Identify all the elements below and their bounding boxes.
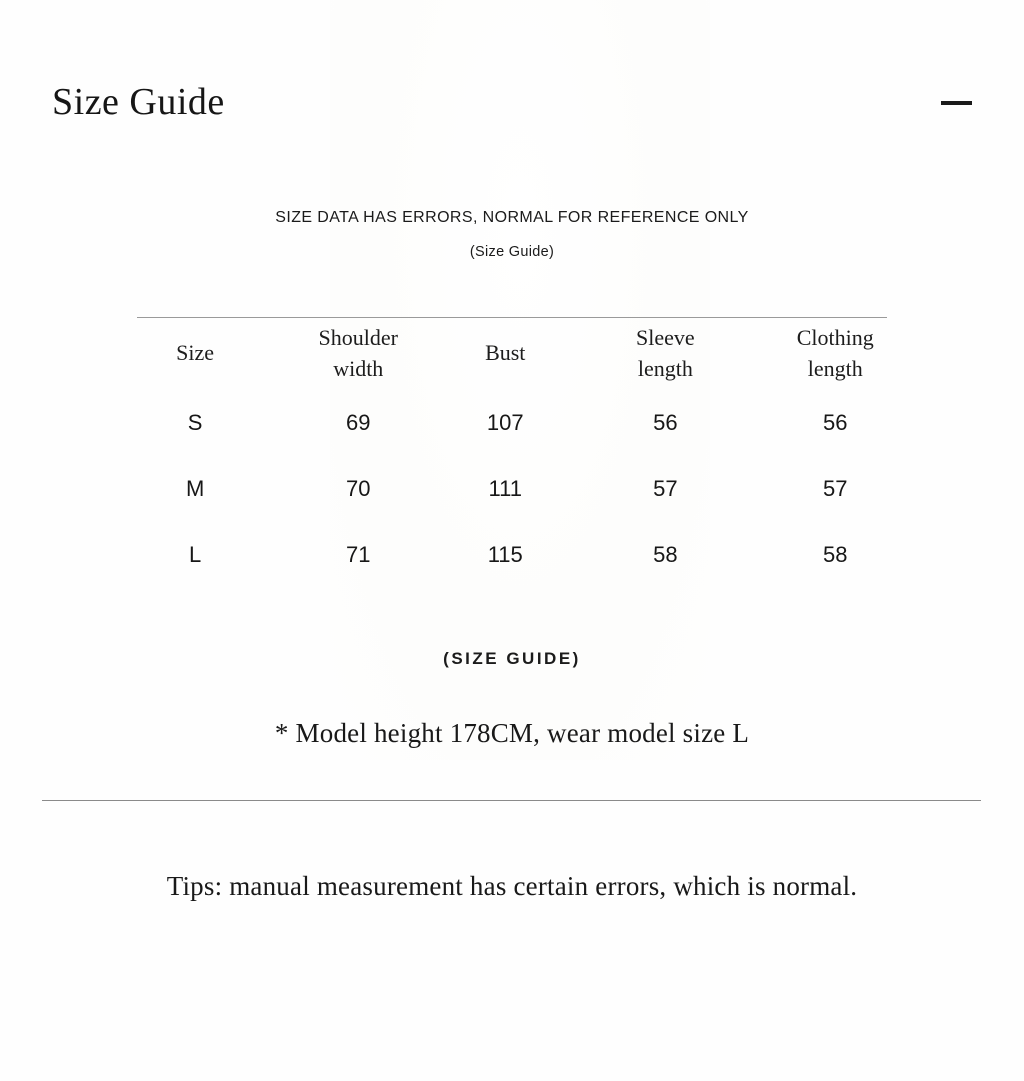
size-guide-caption: (SIZE GUIDE) [443,649,581,668]
column-header-bust: Bust [485,340,526,366]
size-notice-subtext: (Size Guide) [469,244,555,260]
size-table: Size Shoulder width Bust Sleeve length C… [137,317,887,588]
minus-icon [941,100,972,105]
cell-shoulder-width: 69 [346,409,371,435]
size-notice-text: SIZE DATA HAS ERRORS, NORMAL FOR REFEREN… [275,209,749,226]
size-notice: SIZE DATA HAS ERRORS, NORMAL FOR REFEREN… [0,209,1024,260]
cell-bust: 111 [488,475,522,501]
size-table-container: Size Shoulder width Bust Sleeve length C… [137,317,887,588]
cell-size: M [185,475,205,501]
cell-shoulder-width: 71 [346,541,371,567]
panel-header: Size Guide [52,81,972,124]
column-header-shoulder-width: Shoulder width [318,324,398,381]
cell-sleeve-length: 57 [653,475,678,501]
model-height-note: * Model height 178CM, wear model size L [274,718,750,748]
collapse-button[interactable] [932,88,972,118]
size-table-header-row: Size Shoulder width Bust Sleeve length C… [137,318,887,390]
cell-clothing-length: 57 [823,475,848,501]
cell-bust: 115 [487,541,523,567]
cell-clothing-length: 56 [823,409,848,435]
cell-sleeve-length: 56 [653,409,678,435]
measurement-tips: Tips: manual measurement has certain err… [166,871,858,901]
cell-bust: 107 [486,409,524,435]
table-row-s: S 69 107 56 56 [137,390,887,456]
cell-size: S [187,409,203,435]
cell-size: L [189,541,202,567]
column-header-size: Size [176,340,215,366]
cell-shoulder-width: 70 [346,475,371,501]
page-title: Size Guide [52,81,225,123]
table-row-m: M 70 111 57 57 [137,456,887,522]
column-header-clothing-length: Clothing length [796,324,874,381]
section-divider [42,800,981,801]
column-header-sleeve-length: Sleeve length [636,324,695,381]
cell-clothing-length: 58 [823,541,848,567]
cell-sleeve-length: 58 [653,541,678,567]
table-row-l: L 71 115 58 58 [137,522,887,588]
